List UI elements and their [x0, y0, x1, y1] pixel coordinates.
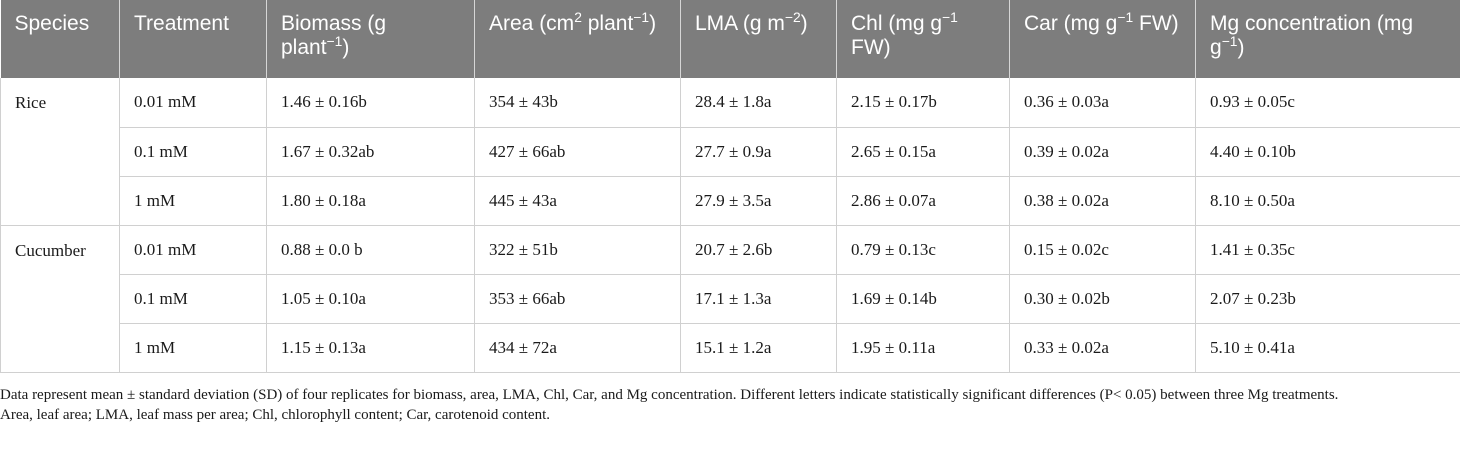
biomass-cell: 1.67 ± 0.32ab [266, 127, 475, 177]
biomass-cell: 1.46 ± 0.16b [266, 78, 475, 128]
footnote-abbreviations: Area, leaf area; LMA, leaf mass per area… [0, 407, 551, 423]
table-row: 0.1 mM 1.67 ± 0.32ab 427 ± 66ab 27.7 ± 0… [1, 127, 1460, 177]
car-cell: 0.38 ± 0.02a [1009, 176, 1196, 226]
species-cell: Cucumber [0, 225, 120, 373]
header-chl: Chl (mg g−1 FW) [836, 0, 1010, 78]
chl-cell: 1.69 ± 0.14b [836, 274, 1010, 324]
area-cell: 354 ± 43b [474, 78, 681, 128]
table-row: 1 mM 1.80 ± 0.18a 445 ± 43a 27.9 ± 3.5a … [1, 176, 1460, 226]
header-area: Area (cm2 plant−1) [474, 0, 681, 78]
mg-cell: 4.40 ± 0.10b [1195, 127, 1460, 177]
car-cell: 0.39 ± 0.02a [1009, 127, 1196, 177]
mg-cell: 2.07 ± 0.23b [1195, 274, 1460, 324]
treatment-cell: 0.1 mM [119, 127, 267, 177]
table-row: Cucumber 0.01 mM 0.88 ± 0.0 b 322 ± 51b … [0, 225, 1460, 373]
header-biomass: Biomass (g plant−1) [266, 0, 475, 78]
footnote-data-description: Data represent mean ± standard deviation… [0, 387, 1339, 403]
header-car: Car (mg g−1 FW) [1009, 0, 1196, 78]
header-species: Species [0, 0, 120, 78]
treatment-cell: 1 mM [119, 176, 267, 226]
lma-cell: 17.1 ± 1.3a [680, 274, 837, 324]
species-cell: Rice [0, 78, 120, 226]
car-cell: 0.15 ± 0.02c [1009, 225, 1196, 275]
treatment-cell: 1 mM [119, 323, 267, 373]
lma-cell: 27.9 ± 3.5a [680, 176, 837, 226]
area-cell: 427 ± 66ab [474, 127, 681, 177]
mg-cell: 0.93 ± 0.05c [1195, 78, 1460, 128]
biomass-cell: 0.88 ± 0.0 b [266, 225, 475, 275]
table-header: Species Treatment Biomass (g plant−1) Ar… [0, 0, 1460, 78]
area-cell: 445 ± 43a [474, 176, 681, 226]
treatment-cell: 0.1 mM [119, 274, 267, 324]
table-row: 1 mM 1.15 ± 0.13a 434 ± 72a 15.1 ± 1.2a … [1, 323, 1460, 373]
lma-cell: 20.7 ± 2.6b [680, 225, 837, 275]
car-cell: 0.33 ± 0.02a [1009, 323, 1196, 373]
mg-cell: 8.10 ± 0.50a [1195, 176, 1460, 226]
area-cell: 434 ± 72a [474, 323, 681, 373]
chl-cell: 0.79 ± 0.13c [836, 225, 1010, 275]
lma-cell: 15.1 ± 1.2a [680, 323, 837, 373]
treatment-cell: 0.01 mM [119, 225, 267, 275]
lma-cell: 27.7 ± 0.9a [680, 127, 837, 177]
treatment-cell: 0.01 mM [119, 78, 267, 128]
table-footnotes: Data represent mean ± standard deviation… [0, 385, 1460, 425]
area-cell: 353 ± 66ab [474, 274, 681, 324]
area-cell: 322 ± 51b [474, 225, 681, 275]
biomass-cell: 1.80 ± 0.18a [266, 176, 475, 226]
chl-cell: 2.65 ± 0.15a [836, 127, 1010, 177]
car-cell: 0.36 ± 0.03a [1009, 78, 1196, 128]
lma-cell: 28.4 ± 1.8a [680, 78, 837, 128]
biomass-cell: 1.05 ± 0.10a [266, 274, 475, 324]
chl-cell: 2.86 ± 0.07a [836, 176, 1010, 226]
chl-cell: 1.95 ± 0.11a [836, 323, 1010, 373]
header-treatment: Treatment [119, 0, 267, 78]
header-mg-concentration: Mg concentration (mg g−1) [1195, 0, 1460, 78]
mg-cell: 5.10 ± 0.41a [1195, 323, 1460, 373]
header-lma: LMA (g m−2) [680, 0, 837, 78]
biomass-cell: 1.15 ± 0.13a [266, 323, 475, 373]
chl-cell: 2.15 ± 0.17b [836, 78, 1010, 128]
mg-cell: 1.41 ± 0.35c [1195, 225, 1460, 275]
header-row: Species Treatment Biomass (g plant−1) Ar… [0, 0, 1460, 78]
data-table: Species Treatment Biomass (g plant−1) Ar… [0, 0, 1460, 373]
car-cell: 0.30 ± 0.02b [1009, 274, 1196, 324]
table-row: Rice 0.01 mM 1.46 ± 0.16b 354 ± 43b 28.4… [0, 78, 1460, 226]
table-body: Rice 0.01 mM 1.46 ± 0.16b 354 ± 43b 28.4… [0, 78, 1460, 373]
table-row: 0.1 mM 1.05 ± 0.10a 353 ± 66ab 17.1 ± 1.… [1, 274, 1460, 324]
